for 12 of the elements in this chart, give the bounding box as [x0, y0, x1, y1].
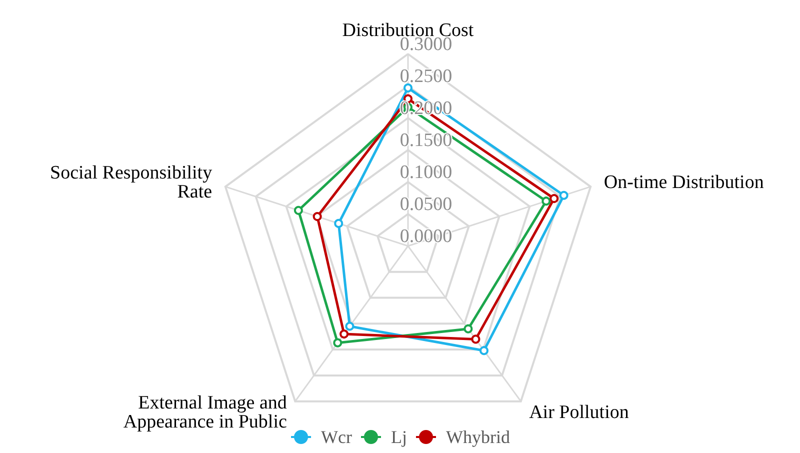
- y-tick-label: 0.0500: [400, 194, 452, 215]
- spoke-label: Air Pollution: [529, 402, 630, 424]
- legend-label: Lj: [390, 427, 407, 447]
- y-tick-label: 0.2500: [400, 66, 452, 87]
- spoke-label: External Image and Appearance in Public: [123, 392, 288, 433]
- y-tick-label: 0.0000: [400, 226, 452, 247]
- spoke-label: Social Responsibility Rate: [50, 162, 213, 202]
- spoke-label: On-time Distribution: [604, 172, 764, 193]
- y-tick-label: 0.1000: [400, 162, 452, 183]
- legend-label: Whybrid: [446, 427, 510, 447]
- legend-label: Wcr: [321, 427, 352, 447]
- y-tick-label: 0.1500: [400, 130, 452, 151]
